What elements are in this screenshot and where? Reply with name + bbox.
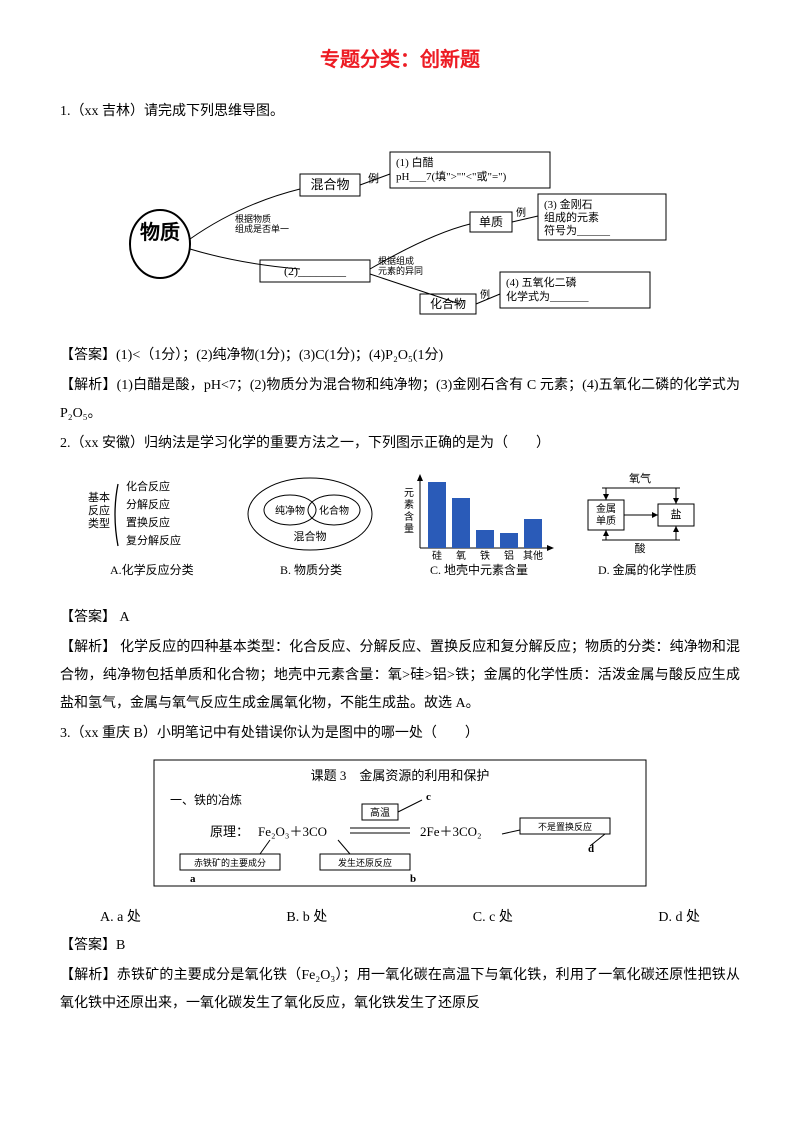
q3-opt-c: C. c 处 <box>473 904 513 932</box>
svg-text:Fe₂O₃＋3CO: Fe₂O₃＋3CO <box>258 824 327 839</box>
q1-root: 物质 <box>140 220 180 244</box>
q1-root-sub: 根据物质 <box>235 213 271 224</box>
svg-text:D. 金属的化学性质: D. 金属的化学性质 <box>598 562 697 577</box>
q2-answer: 【答案】 A <box>60 604 740 632</box>
svg-text:符号为______: 符号为______ <box>544 224 610 237</box>
q2-panel-b: 纯净物 化合物 混合物 B. 物质分类 <box>248 478 372 577</box>
svg-text:赤铁矿的主要成分: 赤铁矿的主要成分 <box>194 857 266 868</box>
svg-text:含: 含 <box>404 510 414 523</box>
svg-text:氧: 氧 <box>456 549 466 562</box>
q1-explain: 【解析】(1)白醋是酸，pH<7；(2)物质分为混合物和纯净物；(3)金刚石含有… <box>60 372 740 428</box>
svg-text:b: b <box>410 873 416 885</box>
page-title: 专题分类：创新题 <box>60 40 740 80</box>
svg-text:金属: 金属 <box>596 502 616 515</box>
q2-panel-d: 氧气 金属 单质 盐 酸 D. 金属的化学性质 <box>588 471 697 577</box>
svg-text:发生还原反应: 发生还原反应 <box>338 857 392 868</box>
q3-explain: 【解析】赤铁矿的主要成分是氧化铁（Fe₂O₃）；用一氧化碳在高温下与氧化铁，利用… <box>60 962 740 1018</box>
svg-text:单质: 单质 <box>596 515 616 527</box>
svg-text:盐: 盐 <box>671 508 682 521</box>
svg-text:例: 例 <box>368 171 379 185</box>
svg-text:(1) 白醋: (1) 白醋 <box>396 155 434 169</box>
q2-panel-c: 元 素 含 量 硅 氧 铁 铝 其他 C. 地壳中元素含量 <box>404 474 554 577</box>
svg-text:根据组成: 根据组成 <box>378 255 414 266</box>
q1-sb: 化合物 <box>430 296 466 311</box>
svg-text:例: 例 <box>516 206 526 219</box>
svg-text:a: a <box>190 873 196 885</box>
svg-text:原理：: 原理： <box>210 824 249 839</box>
q3-opt-a: A. a 处 <box>100 904 141 932</box>
svg-text:元: 元 <box>404 488 414 499</box>
q3-note-title: 课题 3 金属资源的利用和保护 <box>311 768 490 783</box>
q3-opt-b: B. b 处 <box>286 904 327 932</box>
svg-text:铝: 铝 <box>504 550 514 562</box>
svg-text:氧气: 氧气 <box>629 471 651 485</box>
q3-opt-d: D. d 处 <box>658 904 700 932</box>
svg-text:素: 素 <box>404 498 414 511</box>
svg-text:(3) 金刚石: (3) 金刚石 <box>544 197 593 211</box>
q3-answer: 【答案】B <box>60 932 740 960</box>
q2-panel-a: 基本 反应 类型 化合反应 分解反应 置换反应 复分解反应 A.化学反应分类 <box>88 479 194 577</box>
svg-text:A.化学反应分类: A.化学反应分类 <box>110 562 194 577</box>
svg-text:基本: 基本 <box>88 490 110 504</box>
q1-answer: 【答案】(1)<（1分）；(2)纯净物(1分)；(3)C(1分)；(4)P₂O₅… <box>60 342 740 370</box>
svg-text:(4) 五氧化二磷: (4) 五氧化二磷 <box>506 275 577 289</box>
svg-text:元素的异同: 元素的异同 <box>378 265 423 276</box>
svg-text:反应: 反应 <box>88 503 110 517</box>
q1-diagram: 物质 根据物质 组成是否单一 混合物 例 (1) 白醋 pH___7(填">""… <box>60 134 740 334</box>
svg-text:化合物: 化合物 <box>319 504 349 517</box>
svg-text:纯净物: 纯净物 <box>275 504 305 517</box>
q1-b1: 混合物 <box>310 177 349 192</box>
q2-stem: 2.（xx 安徽）归纳法是学习化学的重要方法之一，下列图示正确的是为（ ） <box>60 430 740 458</box>
svg-text:组成的元素: 组成的元素 <box>544 210 599 224</box>
q2-panels: 基本 反应 类型 化合反应 分解反应 置换反应 复分解反应 A.化学反应分类 纯… <box>60 466 740 596</box>
q1-stem: 1.（xx 吉林）请完成下列思维导图。 <box>60 98 740 126</box>
q3-note-heading: 一、铁的冶炼 <box>170 792 242 807</box>
svg-text:分解反应: 分解反应 <box>126 497 170 511</box>
svg-text:类型: 类型 <box>88 516 110 530</box>
svg-text:组成是否单一: 组成是否单一 <box>235 223 289 234</box>
q3-note-box: 课题 3 金属资源的利用和保护 一、铁的冶炼 原理： Fe₂O₃＋3CO 2Fe… <box>60 756 740 896</box>
svg-text:B. 物质分类: B. 物质分类 <box>280 563 342 577</box>
svg-text:复分解反应: 复分解反应 <box>126 533 181 547</box>
svg-text:置换反应: 置换反应 <box>126 515 170 529</box>
q3-options: A. a 处 B. b 处 C. c 处 D. d 处 <box>60 904 740 932</box>
q2-explain: 【解析】 化学反应的四种基本类型：化合反应、分解反应、置换反应和复分解反应；物质… <box>60 634 740 718</box>
svg-text:C. 地壳中元素含量: C. 地壳中元素含量 <box>430 562 528 577</box>
svg-text:酸: 酸 <box>635 541 646 555</box>
q1-sa: 单质 <box>479 215 503 229</box>
svg-text:c: c <box>426 791 431 803</box>
svg-text:高温: 高温 <box>370 806 390 819</box>
svg-text:化合反应: 化合反应 <box>126 479 170 493</box>
svg-text:量: 量 <box>404 523 414 535</box>
svg-text:2Fe＋3CO₂: 2Fe＋3CO₂ <box>420 824 482 839</box>
svg-text:铁: 铁 <box>480 549 490 562</box>
svg-text:化学式为_______: 化学式为_______ <box>506 289 589 303</box>
svg-text:不是置换反应: 不是置换反应 <box>538 821 592 832</box>
q3-stem: 3.（xx 重庆 B）小明笔记中有处错误你认为是图中的哪一处（ ） <box>60 720 740 748</box>
svg-text:其他: 其他 <box>523 549 543 562</box>
svg-text:硅: 硅 <box>432 549 442 562</box>
q1-b2: (2)________ <box>284 264 347 278</box>
svg-text:混合物: 混合物 <box>294 529 327 543</box>
svg-text:pH___7(填">""<"或"="): pH___7(填">""<"或"=") <box>396 169 507 183</box>
